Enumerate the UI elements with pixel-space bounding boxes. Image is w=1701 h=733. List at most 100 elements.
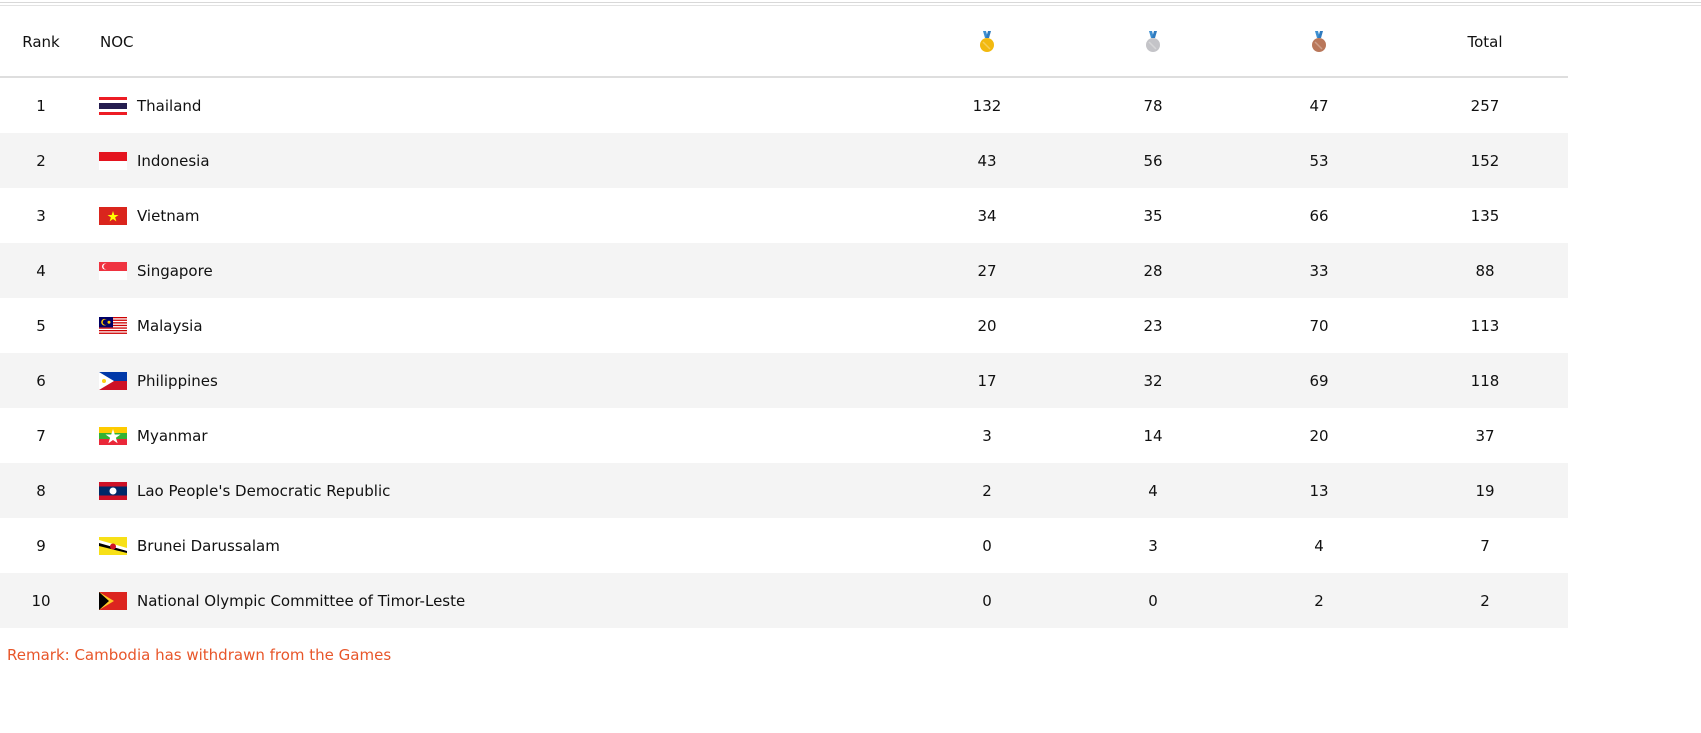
table-row: 7 Myanmar 3 14 20 37 bbox=[0, 408, 1568, 463]
medal-table: Rank NOC Total 1 Thailand 132 78 47 257 2 Indon… bbox=[0, 8, 1568, 628]
total-count: 135 bbox=[1470, 206, 1500, 225]
flag-id-icon bbox=[99, 151, 127, 170]
rank-cell: 3 bbox=[36, 206, 46, 225]
noc-cell: National Olympic Committee of Timor-Lest… bbox=[82, 573, 904, 628]
rank-cell: 10 bbox=[31, 591, 51, 610]
total-count: 113 bbox=[1470, 316, 1500, 335]
total-count: 19 bbox=[1475, 481, 1495, 500]
table-row: 10 National Olympic Committee of Timor-Le… bbox=[0, 573, 1568, 628]
flag-vn-icon bbox=[99, 206, 127, 225]
top-divider bbox=[0, 5, 1701, 6]
silver-count: 23 bbox=[1143, 316, 1163, 335]
table-row: 9 Brunei Darussalam 0 3 4 7 bbox=[0, 518, 1568, 573]
silver-count: 78 bbox=[1143, 96, 1163, 115]
gold-count: 20 bbox=[977, 316, 997, 335]
flag-la-icon bbox=[99, 481, 127, 500]
noc-name-link[interactable]: Lao People's Democratic Republic bbox=[137, 481, 391, 500]
silver-count: 35 bbox=[1143, 206, 1163, 225]
rank-cell: 1 bbox=[36, 96, 46, 115]
bronze-count: 2 bbox=[1314, 591, 1324, 610]
silver-count: 14 bbox=[1143, 426, 1163, 445]
noc-name-link[interactable]: Malaysia bbox=[137, 316, 203, 335]
gold-count: 0 bbox=[982, 536, 992, 555]
noc-name-link[interactable]: National Olympic Committee of Timor-Lest… bbox=[137, 591, 466, 610]
silver-count: 3 bbox=[1148, 536, 1158, 555]
gold-count: 3 bbox=[982, 426, 992, 445]
gold-count: 34 bbox=[977, 206, 997, 225]
bronze-medal-icon bbox=[1309, 29, 1329, 55]
flag-th-icon bbox=[99, 96, 127, 115]
gold-medal-icon bbox=[977, 29, 997, 55]
silver-count: 56 bbox=[1143, 151, 1163, 170]
bronze-count: 4 bbox=[1314, 536, 1324, 555]
silver-medal-icon bbox=[1143, 29, 1163, 55]
noc-name-link[interactable]: Brunei Darussalam bbox=[137, 536, 280, 555]
table-row: 2 Indonesia 43 56 53 152 bbox=[0, 133, 1568, 188]
table-row: 8 Lao People's Democratic Republic 2 4 13 19 bbox=[0, 463, 1568, 518]
noc-cell: Myanmar bbox=[82, 408, 904, 463]
noc-cell: Lao People's Democratic Republic bbox=[82, 463, 904, 518]
silver-count: 4 bbox=[1148, 481, 1158, 500]
noc-cell: Vietnam bbox=[82, 188, 904, 243]
flag-mm-icon bbox=[99, 426, 127, 445]
table-row: 6 Philippines 17 32 69 118 bbox=[0, 353, 1568, 408]
bronze-count: 66 bbox=[1309, 206, 1329, 225]
total-count: 2 bbox=[1480, 591, 1490, 610]
gold-count: 2 bbox=[982, 481, 992, 500]
bronze-count: 69 bbox=[1309, 371, 1329, 390]
header-silver[interactable] bbox=[1070, 8, 1236, 78]
flag-bn-icon bbox=[99, 536, 127, 555]
bronze-count: 20 bbox=[1309, 426, 1329, 445]
table-header-row: Rank NOC Total bbox=[0, 8, 1568, 78]
noc-name-link[interactable]: Singapore bbox=[137, 261, 213, 280]
flag-ph-icon bbox=[99, 371, 127, 390]
table-row: 1 Thailand 132 78 47 257 bbox=[0, 77, 1568, 133]
silver-count: 32 bbox=[1143, 371, 1163, 390]
table-row: 5 Malaysia 20 23 70 113 bbox=[0, 298, 1568, 353]
header-rank[interactable]: Rank bbox=[0, 8, 82, 78]
noc-cell: Indonesia bbox=[82, 133, 904, 188]
table-row: 4 Singapore 27 28 33 88 bbox=[0, 243, 1568, 298]
gold-count: 17 bbox=[977, 371, 997, 390]
gold-count: 43 bbox=[977, 151, 997, 170]
total-count: 257 bbox=[1470, 96, 1500, 115]
silver-count: 0 bbox=[1148, 591, 1158, 610]
top-divider bbox=[0, 2, 1701, 3]
rank-cell: 8 bbox=[36, 481, 46, 500]
rank-cell: 5 bbox=[36, 316, 46, 335]
table-row: 3 Vietnam 34 35 66 135 bbox=[0, 188, 1568, 243]
noc-name-link[interactable]: Indonesia bbox=[137, 151, 210, 170]
noc-cell: Philippines bbox=[82, 353, 904, 408]
noc-cell: Singapore bbox=[82, 243, 904, 298]
header-gold[interactable] bbox=[904, 8, 1070, 78]
noc-name-link[interactable]: Myanmar bbox=[137, 426, 208, 445]
noc-cell: Thailand bbox=[82, 77, 904, 133]
rank-cell: 2 bbox=[36, 151, 46, 170]
total-count: 152 bbox=[1470, 151, 1500, 170]
total-count: 7 bbox=[1480, 536, 1490, 555]
total-count: 88 bbox=[1475, 261, 1495, 280]
rank-cell: 7 bbox=[36, 426, 46, 445]
noc-cell: Malaysia bbox=[82, 298, 904, 353]
bronze-count: 33 bbox=[1309, 261, 1329, 280]
noc-name-link[interactable]: Thailand bbox=[137, 96, 202, 115]
rank-cell: 6 bbox=[36, 371, 46, 390]
header-bronze[interactable] bbox=[1236, 8, 1402, 78]
noc-name-link[interactable]: Vietnam bbox=[137, 206, 200, 225]
flag-tl-icon bbox=[99, 591, 127, 610]
header-total[interactable]: Total bbox=[1402, 8, 1568, 78]
remark-text: Remark: Cambodia has withdrawn from the … bbox=[7, 646, 392, 664]
gold-count: 132 bbox=[972, 96, 1002, 115]
total-count: 37 bbox=[1475, 426, 1495, 445]
noc-name-link[interactable]: Philippines bbox=[137, 371, 218, 390]
flag-my-icon bbox=[99, 316, 127, 335]
header-noc[interactable]: NOC bbox=[82, 8, 904, 78]
bronze-count: 47 bbox=[1309, 96, 1329, 115]
total-count: 118 bbox=[1470, 371, 1500, 390]
gold-count: 0 bbox=[982, 591, 992, 610]
noc-cell: Brunei Darussalam bbox=[82, 518, 904, 573]
rank-cell: 4 bbox=[36, 261, 46, 280]
bronze-count: 13 bbox=[1309, 481, 1329, 500]
rank-cell: 9 bbox=[36, 536, 46, 555]
silver-count: 28 bbox=[1143, 261, 1163, 280]
